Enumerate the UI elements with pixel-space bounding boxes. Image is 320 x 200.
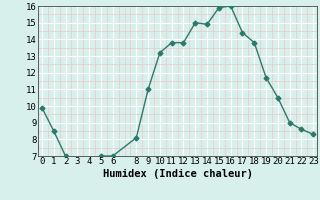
X-axis label: Humidex (Indice chaleur): Humidex (Indice chaleur) [103,169,252,179]
